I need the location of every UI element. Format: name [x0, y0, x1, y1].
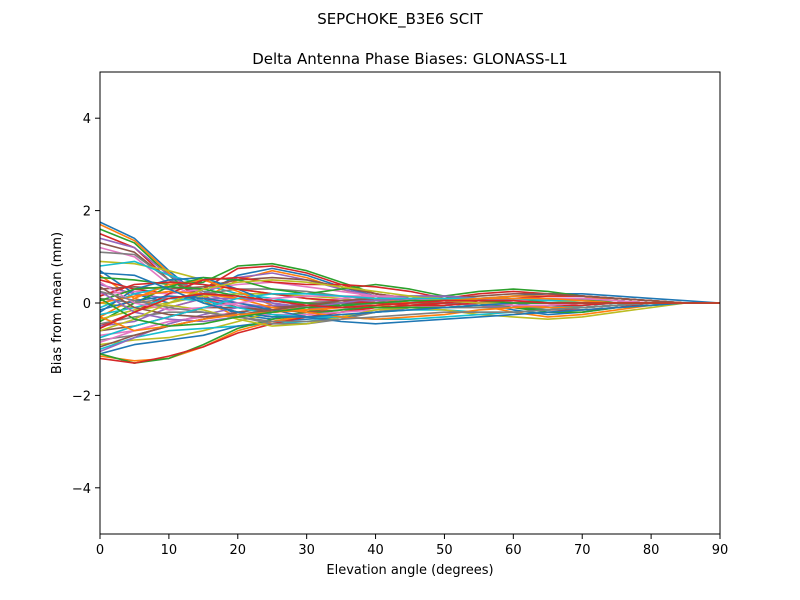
- x-tick-label: 70: [574, 543, 591, 558]
- x-tick-label: 40: [367, 543, 384, 558]
- x-tick-label: 10: [161, 543, 178, 558]
- y-tick-label: 2: [83, 205, 91, 220]
- figure-suptitle: SEPCHOKE_B3E6 SCIT: [317, 10, 483, 29]
- x-tick-label: 30: [298, 543, 315, 558]
- chart-title: Delta Antenna Phase Biases: GLONASS-L1: [252, 50, 568, 68]
- y-tick-label: 0: [83, 297, 91, 312]
- series-line-54: [100, 292, 720, 330]
- y-tick-label: −2: [72, 389, 91, 404]
- x-tick-label: 60: [505, 543, 522, 558]
- y-axis: −4 −2 0 2 4: [72, 112, 100, 497]
- y-axis-label: Bias from mean (mm): [50, 232, 65, 374]
- series-layer: [100, 221, 720, 364]
- x-axis-label: Elevation angle (degrees): [326, 563, 493, 578]
- x-tick-label: 90: [712, 543, 729, 558]
- series-line-48: [100, 290, 720, 323]
- x-tick-label: 20: [230, 543, 247, 558]
- x-axis: 0 10 20 30 40 50 60 70 80 90: [96, 534, 728, 558]
- x-tick-label: 80: [643, 543, 660, 558]
- y-tick-label: −4: [72, 482, 91, 497]
- x-tick-label: 0: [96, 543, 104, 558]
- x-tick-label: 50: [436, 543, 453, 558]
- series-line-41: [100, 295, 720, 325]
- y-tick-label: 4: [83, 112, 91, 127]
